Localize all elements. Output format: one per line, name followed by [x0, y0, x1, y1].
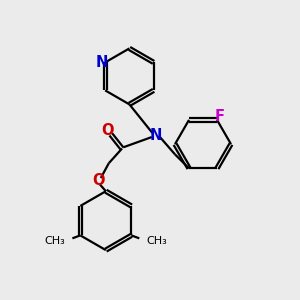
Text: O: O — [101, 123, 114, 138]
Text: F: F — [215, 109, 225, 124]
Text: CH₃: CH₃ — [147, 236, 167, 246]
Text: CH₃: CH₃ — [44, 236, 65, 246]
Text: N: N — [95, 55, 108, 70]
Text: N: N — [150, 128, 162, 143]
Text: O: O — [92, 173, 105, 188]
